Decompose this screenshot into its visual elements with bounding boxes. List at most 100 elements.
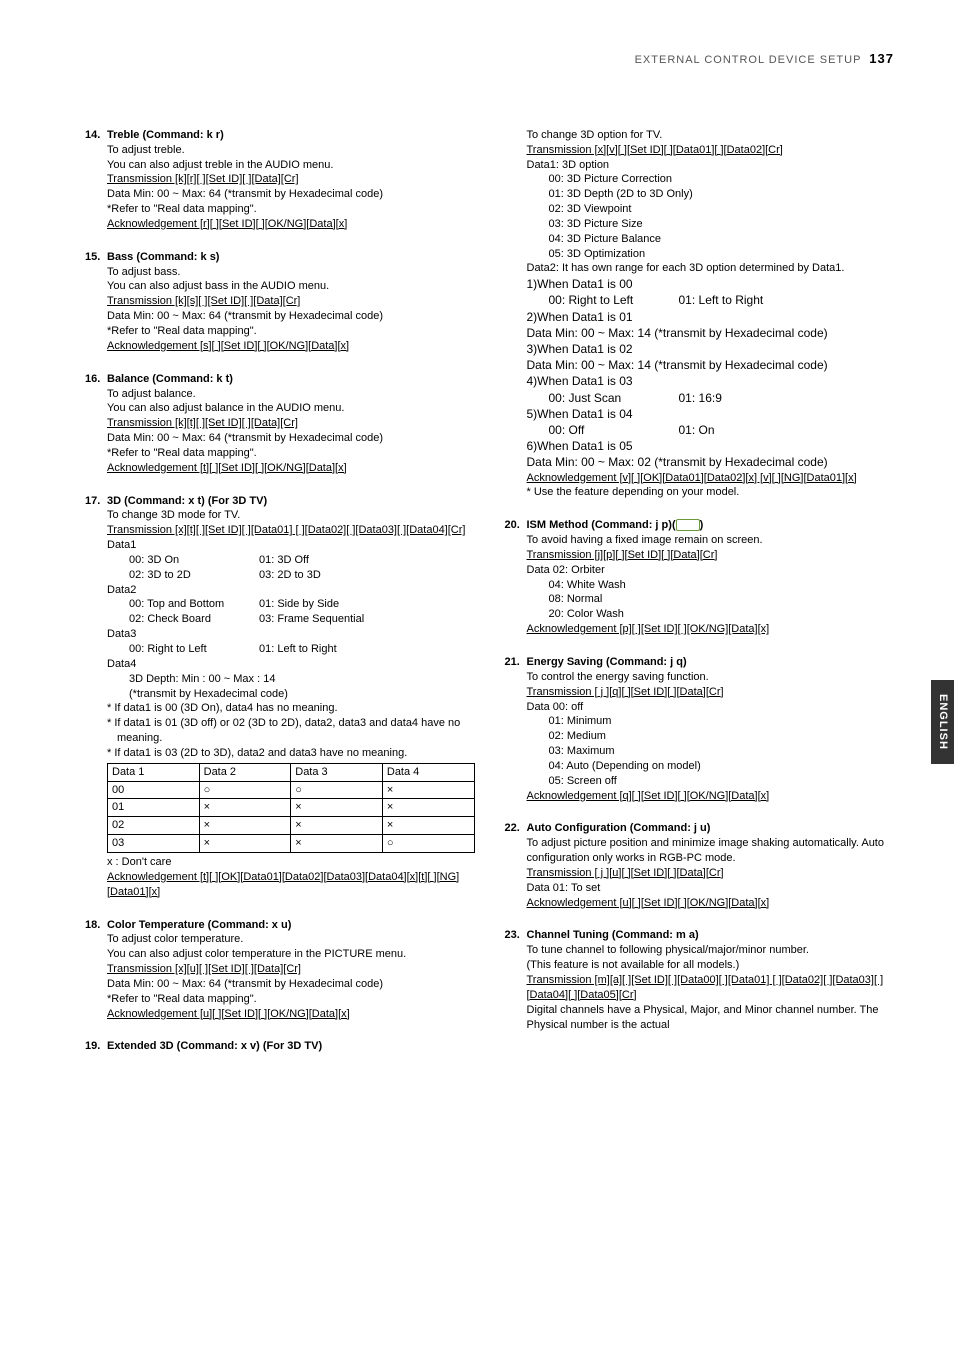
- acknowledgement: Acknowledgement [u][ ][Set ID][ ][OK/NG]…: [527, 896, 895, 911]
- note: x : Don't care: [107, 855, 475, 870]
- transmission: Transmission [ j ][u][ ][Set ID][ ][Data…: [527, 866, 895, 881]
- text: To adjust balance.: [107, 387, 475, 402]
- option: 01: On: [679, 422, 715, 438]
- th: Data 2: [199, 763, 291, 781]
- option: 00: Just Scan: [549, 390, 679, 406]
- data-label: Data2: It has own range for each 3D opti…: [527, 261, 895, 276]
- option: 00: Off: [549, 422, 679, 438]
- option: 01: Left to Right: [259, 642, 337, 657]
- item-title: Balance (Command: k t): [107, 373, 233, 385]
- acknowledgement: Acknowledgement [v][ ][OK][Data01][Data0…: [527, 471, 895, 486]
- cell: ×: [291, 835, 383, 853]
- data-label: Data4: [107, 657, 475, 672]
- transmission: Transmission [j][p][ ][Set ID][ ][Data][…: [527, 548, 895, 563]
- cell: ×: [382, 817, 474, 835]
- text: To adjust color temperature.: [107, 932, 475, 947]
- text: To adjust picture position and minimize …: [527, 836, 895, 866]
- section-title: EXTERNAL CONTROL DEVICE SETUP: [635, 54, 862, 66]
- text: *Refer to "Real data mapping".: [107, 324, 475, 339]
- option: 02: Check Board: [129, 612, 259, 627]
- note: * Use the feature depending on your mode…: [527, 485, 895, 500]
- option: 00: Top and Bottom: [129, 597, 259, 612]
- cell: ×: [199, 799, 291, 817]
- item-title: Bass (Command: k s): [107, 251, 219, 263]
- item-title: 3D (Command: x t) (For 3D TV): [107, 495, 267, 507]
- transmission: Transmission [x][u][ ][Set ID][ ][Data][…: [107, 962, 475, 977]
- transmission: Transmission [x][v][ ][Set ID][ ][Data01…: [527, 143, 895, 158]
- text: You can also adjust color temperature in…: [107, 947, 475, 962]
- page-number: 137: [869, 51, 894, 66]
- option: 01: Minimum: [549, 714, 895, 729]
- item-19: 19.Extended 3D (Command: x v) (For 3D TV…: [85, 1039, 475, 1054]
- item-number: 19.: [85, 1039, 107, 1054]
- acknowledgement: Acknowledgement [t][ ][Set ID][ ][OK/NG]…: [107, 461, 475, 476]
- acknowledgement: Acknowledgement [p][ ][Set ID][ ][OK/NG]…: [527, 622, 895, 637]
- text: Data Min: 00 ~ Max: 64 (*transmit by Hex…: [107, 431, 475, 446]
- item-19-continued: To change 3D option for TV. Transmission…: [505, 128, 895, 500]
- cell: ×: [382, 781, 474, 799]
- item-title: Color Temperature (Command: x u): [107, 919, 291, 931]
- text: To control the energy saving function.: [527, 670, 895, 685]
- option: 03: Frame Sequential: [259, 612, 364, 627]
- text: 1)When Data1 is 00: [527, 276, 895, 292]
- transmission: Transmission [k][s][ ][Set ID][ ][Data][…: [107, 294, 475, 309]
- acknowledgement: Acknowledgement [t][ ][OK][Data01][Data0…: [107, 870, 475, 900]
- item-23: 23.Channel Tuning (Command: m a) To tune…: [505, 928, 895, 1032]
- right-column: To change 3D option for TV. Transmission…: [505, 128, 895, 1072]
- acknowledgement: Acknowledgement [u][ ][Set ID][ ][OK/NG]…: [107, 1007, 475, 1022]
- note: * If data1 is 00 (3D On), data4 has no m…: [107, 701, 475, 716]
- data-label: Data 00: off: [527, 700, 895, 715]
- text: Data Min: 00 ~ Max: 64 (*transmit by Hex…: [107, 309, 475, 324]
- data-label: Data 02: Orbiter: [527, 563, 895, 578]
- left-column: 14.Treble (Command: k r) To adjust trebl…: [85, 128, 475, 1072]
- data-label: Data3: [107, 627, 475, 642]
- item-number: 15.: [85, 250, 107, 265]
- option: 02: 3D to 2D: [129, 568, 259, 583]
- item-number: 17.: [85, 494, 107, 509]
- item-number: 18.: [85, 918, 107, 933]
- text: 3D Depth: Min : 00 ~ Max : 14: [129, 672, 475, 687]
- text: You can also adjust bass in the AUDIO me…: [107, 279, 475, 294]
- option: 00: Right to Left: [549, 292, 679, 308]
- item-number: 22.: [505, 821, 527, 836]
- acknowledgement: Acknowledgement [s][ ][Set ID][ ][OK/NG]…: [107, 339, 475, 354]
- cell: 00: [108, 781, 200, 799]
- data-label: Data1: [107, 538, 475, 553]
- option: 04: Auto (Depending on model): [549, 759, 895, 774]
- item-title: Energy Saving (Command: j q): [527, 656, 687, 668]
- note: * If data1 is 01 (3D off) or 02 (3D to 2…: [107, 716, 475, 746]
- cell: ×: [199, 835, 291, 853]
- item-number: 21.: [505, 655, 527, 670]
- item-16: 16.Balance (Command: k t) To adjust bala…: [85, 372, 475, 476]
- item-17: 17.3D (Command: x t) (For 3D TV) To chan…: [85, 494, 475, 900]
- option: 03: 3D Picture Size: [549, 217, 895, 232]
- plasma-icon: [676, 519, 700, 531]
- text: Data Min: 00 ~ Max: 64 (*transmit by Hex…: [107, 187, 475, 202]
- item-title: Treble (Command: k r): [107, 129, 224, 141]
- cell: 02: [108, 817, 200, 835]
- cell: ×: [199, 817, 291, 835]
- text: 4)When Data1 is 03: [527, 373, 895, 389]
- data-label: Data1: 3D option: [527, 158, 895, 173]
- option: 04: 3D Picture Balance: [549, 232, 895, 247]
- text: To adjust treble.: [107, 143, 475, 158]
- acknowledgement: Acknowledgement [q][ ][Set ID][ ][OK/NG]…: [527, 789, 895, 804]
- transmission: Transmission [m][a][ ][Set ID][ ][Data00…: [527, 973, 895, 1003]
- item-title: Auto Configuration (Command: j u): [527, 822, 711, 834]
- item-title: Extended 3D (Command: x v) (For 3D TV): [107, 1040, 322, 1052]
- item-15: 15.Bass (Command: k s) To adjust bass. Y…: [85, 250, 475, 354]
- text: To change 3D mode for TV.: [107, 508, 475, 523]
- data-table: Data 1Data 2Data 3Data 4 00○○× 01××× 02×…: [107, 763, 475, 853]
- item-20: 20.ISM Method (Command: j p)() To avoid …: [505, 518, 895, 637]
- page-header: EXTERNAL CONTROL DEVICE SETUP 137: [85, 50, 894, 68]
- item-18: 18.Color Temperature (Command: x u) To a…: [85, 918, 475, 1022]
- transmission: Transmission [x][t][ ][Set ID][ ][Data01…: [107, 523, 475, 538]
- cell: ×: [382, 799, 474, 817]
- option: 03: Maximum: [549, 744, 895, 759]
- text: *Refer to "Real data mapping".: [107, 446, 475, 461]
- option: 20: Color Wash: [549, 607, 895, 622]
- cell: 03: [108, 835, 200, 853]
- item-number: 14.: [85, 128, 107, 143]
- transmission: Transmission [ j ][q][ ][Set ID][ ][Data…: [527, 685, 895, 700]
- item-title: Channel Tuning (Command: m a): [527, 929, 699, 941]
